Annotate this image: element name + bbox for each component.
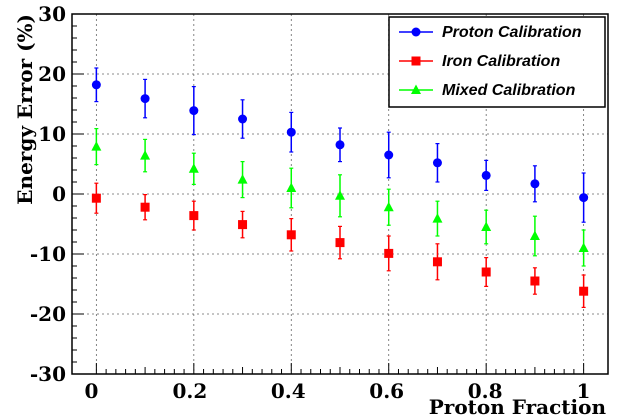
data-point xyxy=(189,106,199,116)
legend: Proton Calibration Iron Calibration Mixe… xyxy=(388,16,606,108)
data-point xyxy=(383,201,394,212)
data-point xyxy=(384,150,394,160)
data-point xyxy=(432,257,442,267)
data-point xyxy=(384,248,394,258)
data-point xyxy=(481,170,491,180)
data-point xyxy=(335,238,345,248)
data-point xyxy=(91,193,101,203)
data-point xyxy=(481,221,492,231)
data-point xyxy=(91,80,101,90)
data-point xyxy=(91,141,102,151)
data-point xyxy=(432,158,442,168)
legend-swatch-marker xyxy=(411,56,421,66)
data-point xyxy=(530,276,540,286)
series-group xyxy=(91,182,589,308)
data-point xyxy=(286,182,297,192)
legend-swatch-marker xyxy=(411,27,421,37)
legend-swatches xyxy=(399,27,433,94)
y-tick-label: -20 xyxy=(30,302,66,326)
y-tick-label: 0 xyxy=(52,182,66,206)
legend-label: Proton Calibration xyxy=(442,24,582,41)
data-point xyxy=(140,94,150,104)
x-tick-label: 1 xyxy=(577,379,591,403)
data-point xyxy=(579,193,589,203)
data-point xyxy=(335,140,345,150)
y-tick-label: 30 xyxy=(38,2,66,26)
data-point xyxy=(578,242,589,252)
data-point xyxy=(237,174,248,184)
data-point xyxy=(140,202,150,212)
data-point xyxy=(238,220,248,230)
data-point xyxy=(579,286,589,296)
x-tick-label: 0.4 xyxy=(271,379,306,403)
data-point xyxy=(188,163,199,173)
data-point xyxy=(189,211,199,221)
legend-label: Iron Calibration xyxy=(442,53,560,70)
series-group xyxy=(91,128,589,267)
x-tick-label: 0.2 xyxy=(173,379,208,403)
y-tick-label: 10 xyxy=(38,122,66,146)
data-point xyxy=(238,114,248,124)
y-axis-title: Energy Error (%) xyxy=(13,14,37,205)
y-tick-label: -30 xyxy=(30,362,66,386)
data-point xyxy=(530,179,540,189)
x-tick-label: 0.8 xyxy=(468,379,503,403)
x-tick-label: 0 xyxy=(85,379,99,403)
data-point xyxy=(432,213,443,223)
y-tick-label: -10 xyxy=(30,242,66,266)
x-axis-title: Proton Fraction xyxy=(429,395,607,419)
data-point xyxy=(286,127,296,137)
y-tick-label: 20 xyxy=(38,62,66,86)
data-point xyxy=(286,230,296,240)
series-group xyxy=(91,67,589,223)
series-layer xyxy=(91,67,589,308)
legend-swatch-marker xyxy=(411,84,421,94)
data-point xyxy=(529,230,540,240)
x-tick-label: 0.6 xyxy=(369,379,404,403)
axis-ticks xyxy=(72,13,585,375)
data-point xyxy=(140,150,151,160)
data-point xyxy=(335,190,345,200)
legend-label: Mixed Calibration xyxy=(442,82,576,99)
data-point xyxy=(481,267,491,277)
